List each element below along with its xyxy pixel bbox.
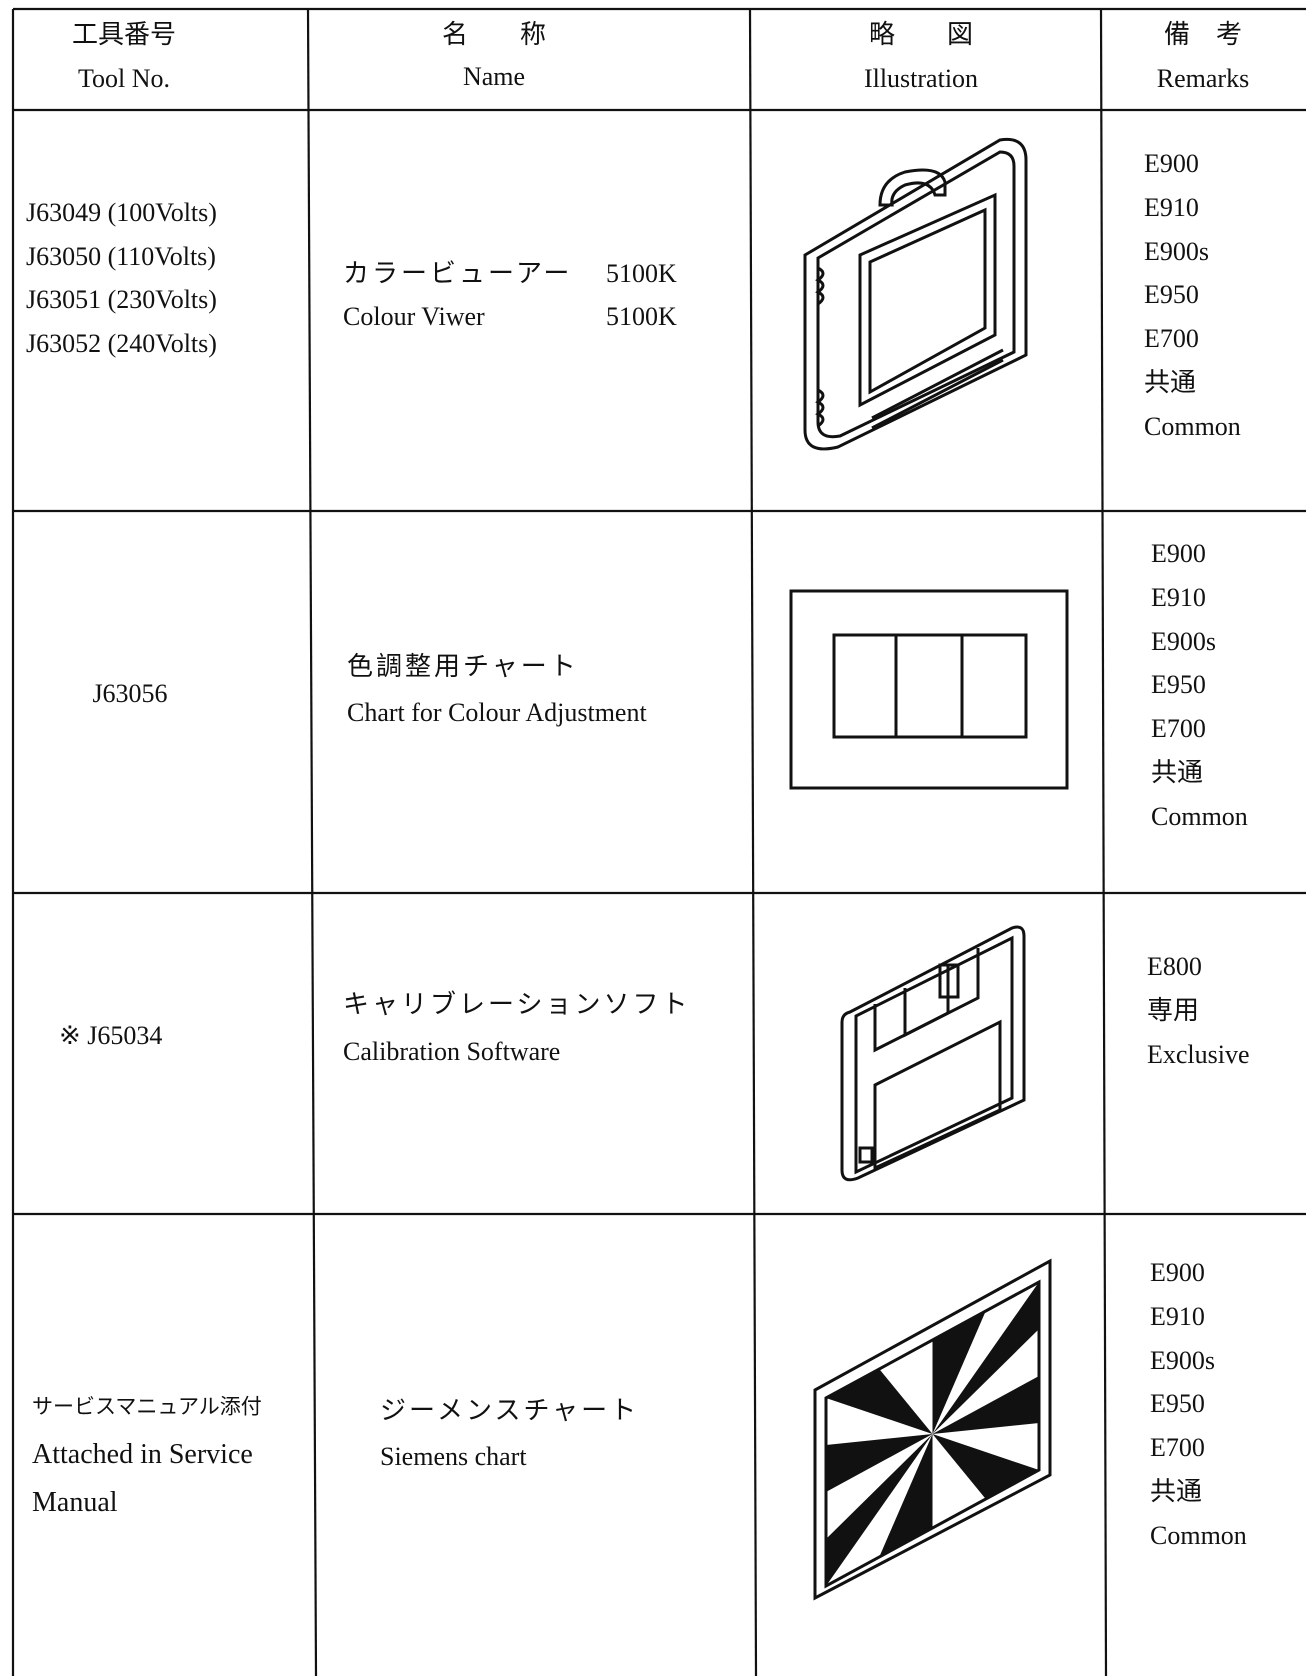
remark-line: E700	[1150, 1433, 1205, 1463]
remark-line: E910	[1150, 1301, 1205, 1331]
header-en: Tool No.	[77, 64, 171, 93]
tool-no: J63051 (230Volts)	[26, 285, 217, 314]
colour-chart-illustration	[789, 589, 1069, 790]
remark-line: E700	[1151, 714, 1206, 744]
remark-line: E900	[1144, 149, 1199, 178]
remark-line: E900s	[1150, 1345, 1215, 1375]
floppy-disk-illustration	[840, 925, 1026, 1182]
remark-line: E900	[1150, 1258, 1205, 1287]
remark-line: E900	[1151, 539, 1206, 568]
remark-line: 共通	[1151, 758, 1204, 787]
header-en: Illustration	[863, 64, 979, 93]
tool-no: サービスマニュアル添付	[32, 1394, 262, 1419]
header-ja: 略 図	[868, 20, 974, 49]
remark-line: E800	[1147, 952, 1202, 981]
name-ja: 色調整用チャート	[347, 652, 579, 681]
name-ja: カラービューアー	[343, 259, 573, 288]
remark-line: E910	[1144, 192, 1199, 222]
remark-line: E700	[1144, 324, 1199, 354]
name-ja: キャリブレーションソフト	[343, 990, 691, 1019]
name-en: Siemens chart	[380, 1442, 527, 1471]
header-ja: 備 考	[1163, 20, 1243, 49]
name-en: Colour Viwer	[343, 302, 485, 331]
header-en: Remarks	[1156, 64, 1250, 93]
name-en: Chart for Colour Adjustment	[347, 698, 647, 727]
remark-line: E950	[1144, 280, 1199, 310]
remark-line: E910	[1151, 582, 1206, 612]
remark-line: Common	[1150, 1520, 1247, 1550]
remark-line: 共通	[1144, 368, 1197, 397]
name-spec: 5100K	[606, 259, 677, 288]
siemens-chart-illustration	[815, 1261, 1050, 1598]
tool-no: J63052 (240Volts)	[26, 329, 217, 358]
name-spec: 5100K	[606, 302, 677, 331]
remark-line: E950	[1151, 670, 1206, 700]
tool-no: J63049 (100Volts)	[26, 198, 217, 227]
header-ja: 名 称	[441, 20, 547, 49]
remark-line: Common	[1151, 801, 1248, 831]
name-ja: ジーメンスチャート	[380, 1396, 640, 1425]
name-en: Calibration Software	[343, 1037, 561, 1066]
tool-no: J63056	[92, 679, 168, 708]
tool-no: Attached in Service	[32, 1439, 253, 1470]
remark-line: E950	[1150, 1389, 1205, 1419]
colour-viewer-illustration	[803, 137, 1028, 451]
header-ja: 工具番号	[71, 20, 177, 49]
header-en: Name	[462, 62, 526, 91]
remark-line: E900s	[1151, 626, 1216, 656]
tool-no: ※ J65034	[59, 1021, 163, 1050]
tool-no: J63050 (110Volts)	[26, 242, 216, 271]
remark-line: E900s	[1144, 236, 1209, 266]
table-rules	[11, 7, 1306, 1676]
tool-no: Manual	[32, 1487, 118, 1518]
remark-line: Common	[1144, 411, 1241, 441]
remark-line: 専用	[1147, 995, 1200, 1025]
remark-line: 共通	[1150, 1477, 1203, 1506]
remark-line: Exclusive	[1147, 1039, 1250, 1069]
